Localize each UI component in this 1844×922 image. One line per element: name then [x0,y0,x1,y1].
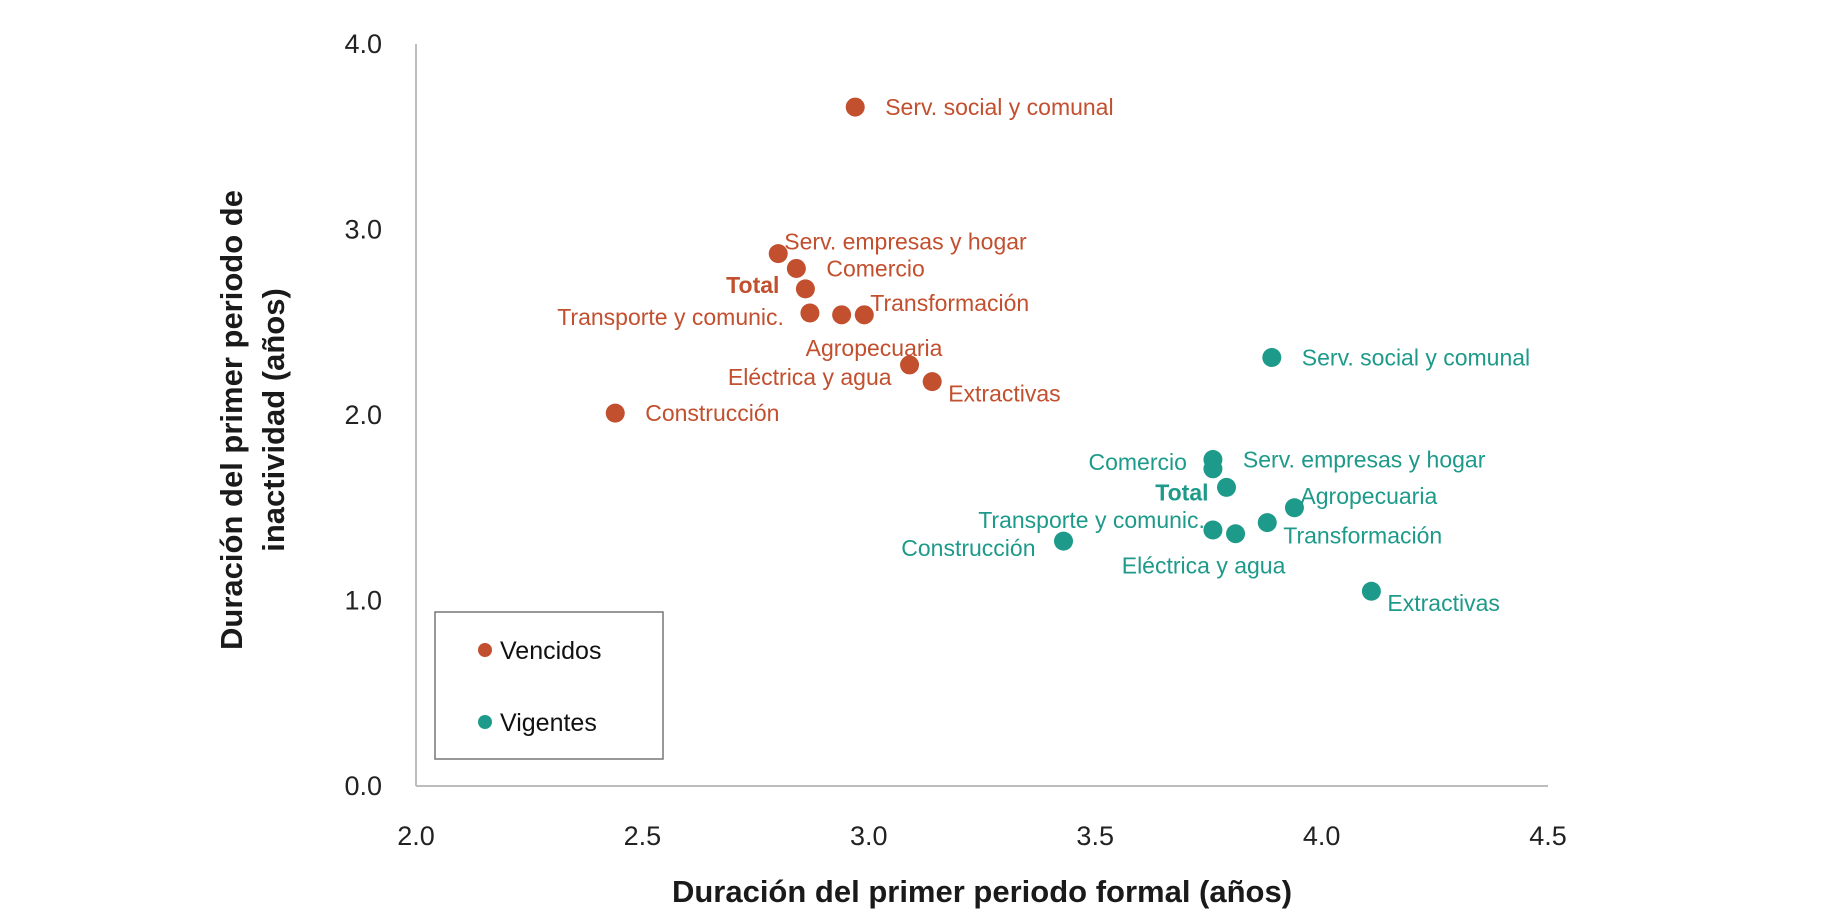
y-tick-label: 3.0 [344,215,382,245]
point-vigentes [1203,459,1223,479]
point-label-vencidos: Transformación [870,290,1029,316]
point-label-vigentes: Serv. empresas y hogar [1243,447,1486,473]
x-tick-label: 4.0 [1303,821,1341,851]
point-vencidos [922,372,942,392]
point-label-vencidos: Construcción [645,400,779,426]
point-vencidos [832,305,852,325]
point-label-vigentes: Construcción [901,535,1035,561]
legend-label-vigentes: Vigentes [500,709,597,737]
point-label-vencidos: Agropecuaria [806,335,943,361]
y-tick-label: 1.0 [344,586,382,616]
legend-box [434,611,664,760]
x-axis-title: Duración del primer periodo formal (años… [672,874,1292,909]
point-label-vencidos: Total [726,272,779,298]
point-vencidos [800,303,820,323]
point-vigentes [1226,524,1246,544]
point-vencidos [900,355,920,375]
point-label-vencidos: Transporte y comunic. [557,304,784,330]
legend-label-vencidos: Vencidos [500,637,601,665]
y-tick-label: 2.0 [344,400,382,430]
point-label-vencidos: Comercio [826,255,924,281]
point-label-vencidos: Serv. social y comunal [885,94,1113,120]
point-vigentes [1217,477,1237,497]
legend-marker-vencidos [478,643,492,657]
x-tick-label: 2.0 [397,821,435,851]
point-label-vigentes: Transformación [1283,523,1442,549]
point-vencidos [845,97,865,117]
legend: Vencidos Vigentes [434,611,664,760]
x-tick-label: 2.5 [624,821,662,851]
legend-marker-vigentes [478,715,492,729]
point-vigentes [1262,347,1282,367]
y-axis-title-line-1: Duración del primer periodo de [214,190,249,650]
point-vigentes [1361,581,1381,601]
x-tick-label: 4.5 [1529,821,1567,851]
point-vencidos [854,305,874,325]
axes [415,44,1548,787]
point-label-vencidos: Extractivas [948,381,1060,407]
point-vigentes [1257,513,1277,533]
point-label-vigentes: Transporte y comunic. [978,507,1205,533]
x-tick-label: 3.5 [1076,821,1114,851]
point-vencidos [768,244,788,264]
y-tick-label: 4.0 [344,29,382,59]
y-axis-title-line-2: inactividad (años) [256,288,291,552]
point-label-vigentes: Extractivas [1387,590,1499,616]
point-label-vigentes: Total [1155,479,1208,505]
point-label-vencidos: Serv. empresas y hogar [784,229,1027,255]
point-vencidos [786,258,806,278]
point-vencidos [605,403,625,423]
point-label-vencidos: Eléctrica y agua [728,364,892,390]
point-label-vigentes: Agropecuaria [1300,483,1437,509]
point-label-vigentes: Eléctrica y agua [1122,553,1286,579]
point-vigentes [1284,498,1304,518]
y-tick-label: 0.0 [344,771,382,801]
point-label-vigentes: Serv. social y comunal [1302,344,1530,370]
point-vencidos [795,279,815,299]
point-label-vigentes: Comercio [1089,449,1187,475]
point-vigentes [1203,520,1223,540]
x-tick-label: 3.0 [850,821,888,851]
point-vigentes [1054,531,1074,551]
